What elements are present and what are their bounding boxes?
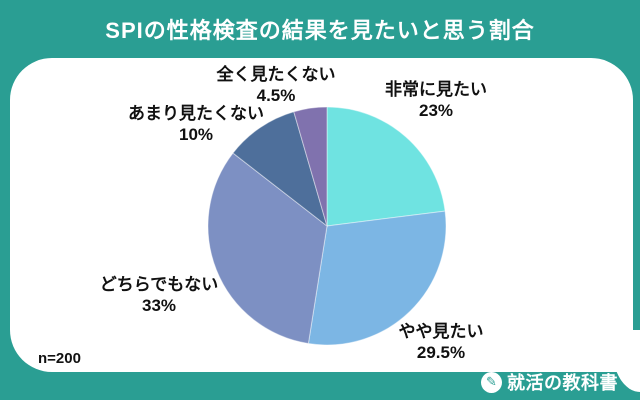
slice-label-text: 全く見たくない xyxy=(216,65,336,84)
slice-label-text: どちらでもない xyxy=(99,275,219,294)
slice-label-yaya-mitai: やや見たい 29.5% xyxy=(399,321,484,363)
pie-slice xyxy=(293,106,328,227)
brand-name: 就活の教科書 xyxy=(507,373,618,393)
slice-label-hijou-mitai: 非常に見たい 23% xyxy=(385,79,487,121)
slice-label-zenku-mitakunai: 全く見たくない 4.5% xyxy=(217,64,336,106)
pencil-icon: ✎ xyxy=(481,371,502,393)
slice-label-value: 23% xyxy=(418,101,454,120)
page-title: SPIの性格検査の結果を見たいと思う割合 xyxy=(105,18,535,43)
slice-label-value: 29.5% xyxy=(416,343,466,362)
slice-label-dochira-demonai: どちらでもない 33% xyxy=(100,274,219,316)
slice-label-text: やや見たい xyxy=(398,322,484,341)
pie-slice xyxy=(207,152,328,345)
pie-slice xyxy=(307,210,447,346)
title-bar: SPIの性格検査の結果を見たいと思う割合 xyxy=(0,0,640,58)
pie-chart xyxy=(207,106,447,346)
slice-label-value: 33% xyxy=(141,296,177,315)
pie-slice xyxy=(326,106,446,227)
slice-label-text: あまり見たくない xyxy=(128,104,264,123)
pie-slice xyxy=(232,111,328,228)
brand-logo: ✎ 就活の教科書 xyxy=(481,371,618,393)
slice-label-value: 10% xyxy=(178,125,214,144)
slice-label-amari-mitakunai: あまり見たくない 10% xyxy=(128,103,264,145)
slice-label-text: 非常に見たい xyxy=(385,80,487,99)
sample-size-note: n=200 xyxy=(38,350,81,367)
slice-label-value: 4.5% xyxy=(256,86,296,105)
